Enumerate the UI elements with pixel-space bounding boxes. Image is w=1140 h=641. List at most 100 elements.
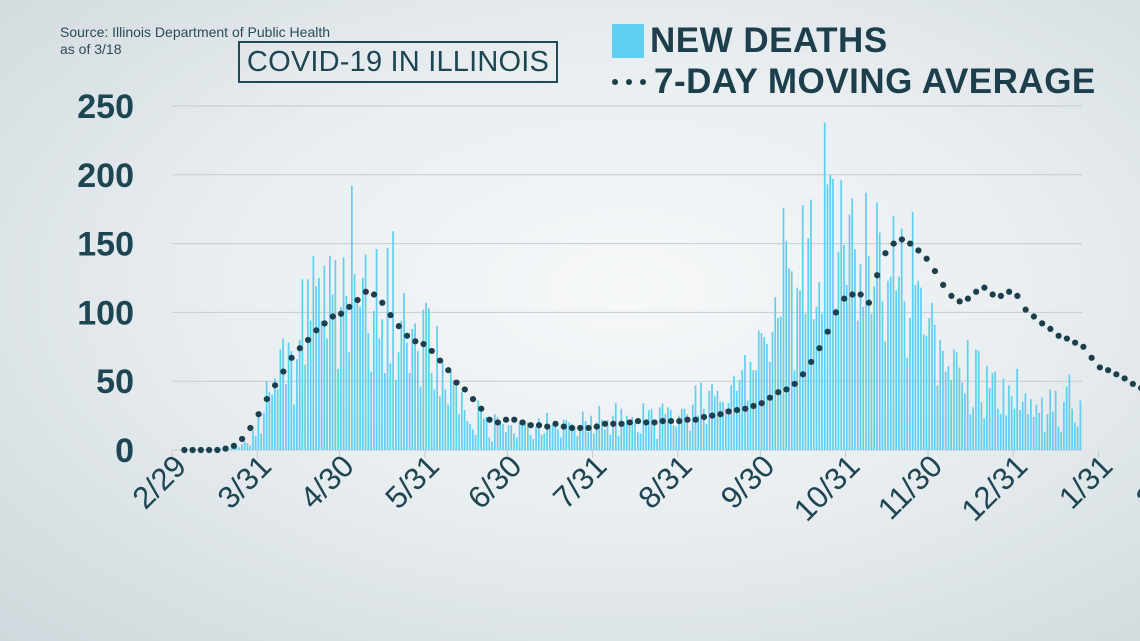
bar	[999, 414, 1002, 450]
average-dot	[1014, 292, 1021, 299]
bar	[469, 423, 471, 450]
average-dot	[948, 292, 955, 299]
average-dot	[1096, 364, 1103, 371]
bar	[1019, 410, 1021, 450]
average-dot	[832, 309, 840, 316]
bar	[326, 338, 328, 450]
bar	[1060, 432, 1063, 450]
bar	[1043, 432, 1046, 450]
bar	[320, 320, 323, 450]
average-dot	[865, 299, 873, 306]
bar	[345, 295, 348, 450]
average-dot	[296, 345, 303, 352]
average-dot	[1039, 320, 1046, 327]
bar	[837, 251, 840, 450]
bar	[230, 448, 232, 450]
bar-swatch-icon	[612, 24, 644, 58]
bar	[455, 381, 458, 450]
bar	[647, 410, 650, 450]
bar	[548, 427, 551, 450]
average-dot	[544, 423, 551, 430]
x-axis-labels: 2/29 3/31 4/30 5/31 6/30 7/31 8/31 9/30 10/31 11/…	[126, 448, 1140, 528]
bar	[323, 265, 326, 450]
bar	[661, 403, 664, 450]
bar	[263, 412, 265, 450]
bar	[430, 372, 433, 450]
bar	[315, 286, 317, 450]
bar	[900, 228, 903, 450]
bar	[405, 342, 408, 450]
average-dot	[808, 358, 815, 366]
bar	[565, 419, 568, 450]
source-note: Source: Illinois Department of Public He…	[60, 24, 330, 58]
bar	[1079, 400, 1082, 450]
average-dot	[271, 382, 279, 389]
bar	[438, 396, 441, 450]
average-dot	[989, 291, 996, 298]
bar	[617, 436, 620, 450]
bar	[1071, 408, 1074, 450]
bar	[741, 370, 744, 450]
bar	[378, 338, 381, 450]
bar	[793, 370, 796, 450]
bar	[768, 361, 771, 450]
bar	[840, 180, 843, 450]
bar	[1010, 396, 1013, 450]
bar	[282, 338, 284, 450]
average-dot	[585, 424, 592, 432]
average-dot	[304, 336, 312, 344]
bar	[504, 432, 507, 450]
bar	[370, 371, 372, 450]
average-dot	[923, 255, 930, 262]
bar	[986, 366, 988, 450]
bar	[757, 330, 760, 450]
bar	[271, 394, 273, 450]
legend-label-new-deaths: NEW DEATHS	[650, 21, 888, 60]
average-dot	[420, 340, 427, 348]
bar	[367, 333, 370, 450]
bar	[1005, 415, 1008, 450]
bar	[254, 436, 257, 450]
bar	[667, 407, 669, 450]
bar	[972, 407, 975, 450]
bar	[708, 390, 711, 450]
bar	[307, 279, 309, 450]
bar	[581, 411, 584, 450]
bar	[620, 408, 623, 450]
average-dot	[288, 354, 295, 361]
bar	[898, 276, 900, 450]
average-dot	[379, 299, 386, 306]
bar	[466, 421, 469, 450]
bar	[623, 422, 625, 450]
average-dot	[511, 416, 518, 423]
average-dot	[750, 402, 757, 410]
bar	[856, 320, 859, 450]
bar	[799, 290, 801, 450]
bar	[821, 313, 823, 450]
average-dot	[428, 347, 435, 355]
bar	[260, 433, 262, 450]
bar	[400, 320, 403, 450]
average-dot	[915, 247, 922, 254]
bar	[730, 385, 733, 450]
bar	[884, 341, 887, 450]
bar	[870, 313, 873, 450]
bar	[1021, 401, 1024, 450]
average-dot	[643, 419, 650, 426]
bar	[1076, 426, 1079, 450]
bar	[389, 363, 392, 450]
bar	[241, 444, 243, 450]
average-dot	[610, 420, 617, 427]
bar	[609, 434, 612, 450]
average-dot	[783, 386, 790, 393]
bar	[372, 311, 375, 450]
bar	[351, 185, 353, 451]
bar	[958, 367, 961, 450]
bar	[810, 199, 812, 450]
bar	[664, 414, 667, 450]
legend-new-deaths: NEW DEATHS	[612, 21, 888, 61]
average-dot	[313, 327, 320, 334]
bar	[854, 249, 856, 450]
bar	[535, 426, 537, 450]
